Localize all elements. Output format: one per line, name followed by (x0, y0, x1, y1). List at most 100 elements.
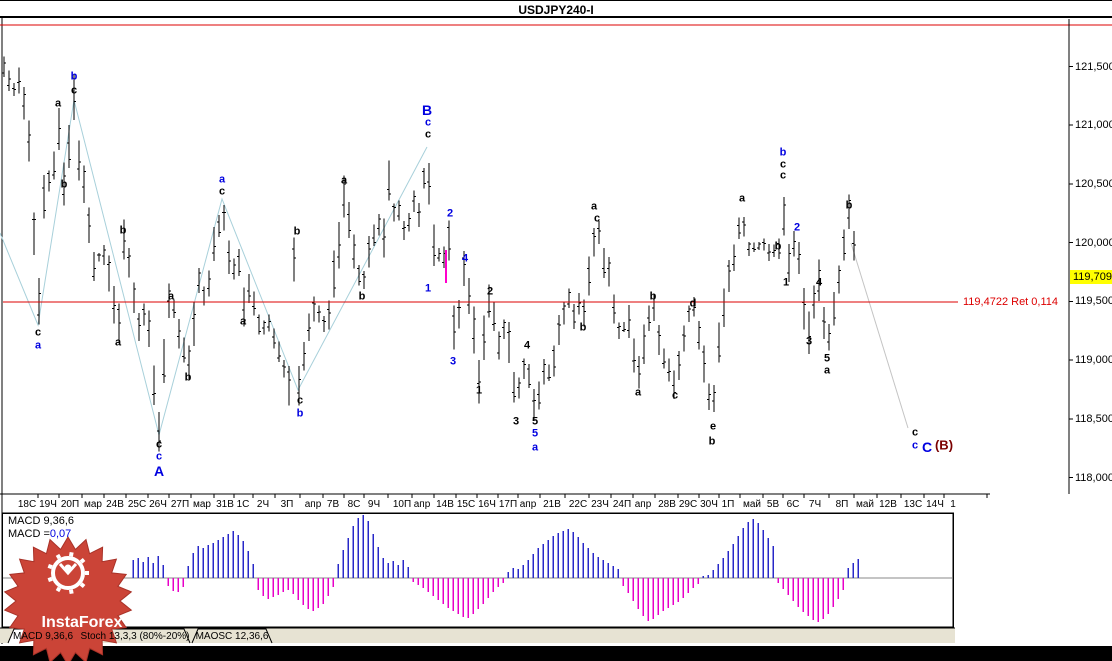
wave-label: 4 (461, 252, 469, 265)
wave-label: e (709, 420, 717, 433)
time-axis-label: апр (304, 499, 322, 510)
wave-label: c (779, 169, 787, 182)
wave-label: 2 (486, 285, 494, 298)
time-axis-label: 8С (347, 499, 361, 510)
window-bottom-strip (0, 646, 1112, 661)
wave-label: c (218, 185, 226, 198)
wave-label: 3 (512, 415, 520, 428)
time-axis-label: 9Ч (367, 499, 381, 510)
wave-label: c (155, 438, 163, 451)
wave-label: 5 (823, 352, 831, 365)
time-axis-label: 10П (392, 499, 412, 510)
instaforex-logo-badge (3, 536, 133, 661)
price-axis-label: 119,500 (1075, 295, 1112, 308)
time-axis-label: апр (519, 499, 537, 510)
wave-label: 3 (805, 335, 813, 348)
logo-gear-tooth (55, 586, 62, 593)
wave-label: (B) (934, 437, 954, 453)
logo-gear-tooth (47, 576, 53, 583)
wave-label: b (293, 225, 301, 238)
logo-gear-icon (51, 556, 85, 590)
time-axis-label: 7Ч (808, 499, 822, 510)
wave-label: a (738, 192, 746, 205)
price-axis-label: 119,000 (1075, 354, 1112, 367)
wave-label: 2 (446, 207, 454, 220)
price-axis-label: 118,500 (1075, 412, 1112, 425)
time-axis-label: 7В (326, 499, 340, 510)
wave-label: b (358, 290, 366, 303)
logo-gear-tooth (79, 582, 86, 589)
time-axis-label: мар (193, 499, 211, 510)
logo-text: InstaForex (41, 614, 123, 631)
time-axis-label: 8П (835, 499, 849, 510)
price-axis-label: 120,500 (1075, 177, 1112, 190)
wave-label: a (114, 336, 122, 349)
wave-label: b (70, 70, 78, 83)
time-axis-label: 16Ч (478, 499, 496, 510)
macd-value-prefix: MACD = (8, 528, 50, 540)
time-axis-label: 24П (612, 499, 632, 510)
price-axis-label: 120,000 (1075, 236, 1112, 249)
wave-label: 5 (531, 427, 539, 440)
time-axis-label: 2Ч (256, 499, 270, 510)
retracement-label: 119,4722 Ret 0,114 (963, 296, 1059, 308)
wave-label: a (167, 290, 175, 303)
indicator-tab-strip (0, 628, 955, 643)
logo-gear-tooth (47, 563, 53, 570)
wave-label: a (590, 200, 598, 213)
wave-label: 5 (531, 415, 539, 428)
wave-label: a (634, 386, 642, 399)
wave-label: c (779, 158, 787, 171)
logo-gear-tooth (55, 553, 62, 560)
wave-label: c (424, 116, 432, 129)
title-bar: USDJPY240-I (0, 0, 1112, 18)
time-axis-label: 6С (786, 499, 800, 510)
time-axis-label: 25С (127, 499, 147, 510)
indicator-tab-macd[interactable]: MACD 9,36,6 (12, 631, 74, 642)
wave-label: b (708, 435, 716, 448)
wave-label: c (424, 128, 432, 141)
price-axis-label: 118,000 (1075, 471, 1112, 484)
wave-label: a (340, 174, 348, 187)
wave-label: d (689, 297, 697, 310)
time-axis-label: апр (634, 499, 652, 510)
indicator-tab-stoch[interactable]: Stoch 13,3,3 (80%-20%) (80, 631, 190, 642)
price-axis-label: 121,000 (1075, 119, 1112, 132)
ohlc-bars (2, 56, 856, 452)
logo-gear-tooth (68, 589, 74, 595)
wave-label: 3 (449, 355, 457, 368)
time-axis-label: 1С (236, 499, 250, 510)
time-axis-label: 22С (568, 499, 588, 510)
wave-label: c (911, 439, 919, 452)
tab-shape-2[interactable] (191, 628, 273, 644)
macd-indicator-value: MACD =0,07 (8, 528, 71, 540)
wave-label: c (155, 450, 163, 463)
elliott-zigzag-line (0, 99, 428, 437)
time-axis-label: 3П (280, 499, 294, 510)
macd-histogram-positive (132, 515, 859, 578)
wave-label: 4 (523, 339, 531, 352)
wave-label: b (184, 371, 192, 384)
wave-label: 1 (424, 282, 432, 295)
wave-label: A (153, 463, 165, 479)
wave-label: b (845, 199, 853, 212)
wave-label: c (671, 389, 679, 402)
wave-label: c (593, 212, 601, 225)
time-axis-label: 14Ч (926, 499, 944, 510)
time-axis-label: 15С (456, 499, 476, 510)
time-axis-label: 1П (721, 499, 735, 510)
wave-label: C (921, 439, 933, 455)
time-axis-label: мар (84, 499, 102, 510)
time-axis-label: 31В (216, 499, 234, 510)
indicator-tab-maosc[interactable]: MAOSC 12,36,6 (195, 631, 269, 642)
time-axis-label: 29С (678, 499, 698, 510)
wave-label: b (60, 178, 68, 191)
wave-label: a (531, 441, 539, 454)
time-axis-label: 5В (766, 499, 780, 510)
wave-label: a (239, 315, 247, 328)
time-axis-label: 27П (170, 499, 190, 510)
current-price-badge: 119,709 (1070, 270, 1112, 284)
time-axis-label: 21В (543, 499, 561, 510)
macd-value: 0,07 (49, 528, 72, 540)
